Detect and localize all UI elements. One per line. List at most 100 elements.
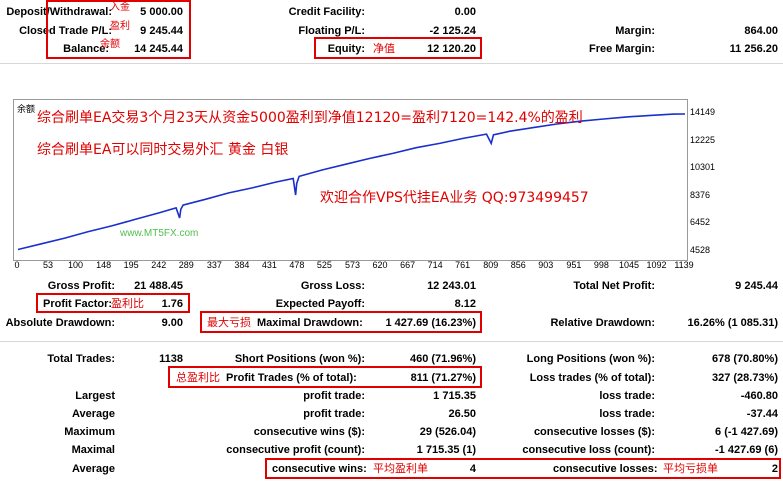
profit-trades-note: 总盈利比: [176, 371, 220, 384]
x-tick-label: 478: [289, 260, 305, 270]
maximal-consec-loss-label: consecutive loss (count):: [522, 444, 655, 456]
equity-label: Equity:: [327, 43, 365, 55]
x-tick-label: 998: [593, 260, 609, 270]
x-tick-label: 337: [206, 260, 222, 270]
avg-loss-value: -37.44: [746, 408, 778, 420]
max-consec-wins-value: 29 (526.04): [419, 426, 476, 438]
avg-consec-wins-note: 平均盈利单: [373, 462, 428, 475]
closed-pl-label: Closed Trade P/L:: [19, 25, 112, 37]
largest-loss-value: -460.80: [740, 390, 778, 402]
max-drawdown-note: 最大亏损: [207, 316, 251, 329]
overlay-text-3: 欢迎合作VPS代挂EA业务 QQ:973499457: [320, 190, 589, 206]
x-tick-label: 667: [400, 260, 416, 270]
avg-profit-label: profit trade:: [303, 408, 365, 420]
y-tick-label: 4528: [690, 245, 711, 255]
largest-profit-value: 1 715.35: [433, 390, 476, 402]
highlight-box-profit-trades: [168, 366, 482, 388]
rel-drawdown-label: Relative Drawdown:: [550, 317, 655, 329]
free-margin-value: 11 256.20: [729, 43, 778, 55]
x-tick-label: 148: [96, 260, 112, 270]
overlay-text-1: 综合刷单EA交易3个月23天从资金5000盈利到净值12120=盈利7120=1…: [37, 110, 583, 126]
floating-value: -2 125.24: [429, 25, 476, 37]
equity-note: 净值: [373, 42, 395, 55]
average-consec-label: Average: [71, 463, 115, 475]
x-tick-label: 761: [455, 260, 471, 270]
x-tick-label: 289: [178, 260, 194, 270]
expected-payoff-value: 8.12: [454, 298, 476, 310]
gross-loss-label: Gross Loss:: [300, 280, 365, 292]
highlight-box-balance: [46, 0, 191, 59]
maximal-label: Maximal: [71, 444, 115, 456]
x-tick-label: 714: [427, 260, 443, 270]
gross-profit-label: Gross Profit:: [47, 280, 115, 292]
chart-corner-label: 余额: [17, 104, 36, 114]
x-tick-label: 856: [510, 260, 526, 270]
max-consec-wins-label: consecutive wins ($):: [253, 426, 365, 438]
profit-factor-value: 1.76: [161, 298, 183, 310]
balance-label: Balance:: [63, 43, 109, 55]
avg-consec-losses-label: consecutive losses:: [553, 463, 658, 475]
short-positions-value: 460 (71.96%): [409, 353, 476, 365]
profit-trades-value: 811 (71.27%): [410, 372, 476, 384]
balance-chart-svg: [17, 113, 686, 251]
x-tick-label: 620: [372, 260, 388, 270]
largest-label: Largest: [75, 390, 115, 402]
x-tick-label: 951: [566, 260, 582, 270]
avg-consec-wins-label: consecutive wins:: [272, 463, 367, 475]
net-profit-value: 9 245.44: [735, 280, 778, 292]
profit-factor-note: 盈利比: [111, 297, 144, 310]
margin-value: 864.00: [744, 25, 778, 37]
x-tick-label: 573: [345, 260, 361, 270]
avg-consec-losses-value: 2: [771, 463, 778, 475]
balance-chart: 余额: [13, 99, 688, 261]
x-tick-label: 53: [43, 260, 54, 270]
x-tick-label: 384: [234, 260, 250, 270]
x-tick-label: 0: [14, 260, 20, 270]
x-tick-label: 242: [151, 260, 167, 270]
expected-payoff-label: Expected Payoff:: [275, 298, 365, 310]
x-tick-label: 431: [261, 260, 277, 270]
max-drawdown-label: Maximal Drawdown:: [257, 317, 363, 329]
total-trades-value: 1138: [159, 353, 183, 365]
free-margin-label: Free Margin:: [588, 43, 655, 55]
x-tick-label: 809: [483, 260, 499, 270]
profit-trades-label: Profit Trades (% of total):: [226, 372, 357, 384]
long-positions-label: Long Positions (won %):: [526, 353, 655, 365]
credit-value: 0.00: [454, 6, 476, 18]
total-trades-label: Total Trades:: [47, 353, 115, 365]
y-tick-label: 6452: [690, 217, 711, 228]
y-tick-label: 8376: [690, 189, 711, 200]
loss-trades-label: Loss trades (% of total):: [529, 372, 655, 384]
highlight-box-max-drawdown: [200, 311, 482, 333]
gross-profit-value: 21 488.45: [134, 280, 183, 292]
maximal-consec-loss-value: -1 427.69 (6): [715, 444, 778, 456]
x-tick-label: 525: [316, 260, 332, 270]
y-tick-label: 14149: [690, 107, 716, 117]
closed-pl-value: 9 245.44: [140, 25, 183, 37]
avg-consec-losses-note: 平均亏损单: [663, 462, 718, 475]
highlight-box-equity: [314, 37, 482, 59]
deposit-note: 入金: [110, 2, 130, 13]
balance-note: 余额: [100, 39, 120, 50]
x-tick-label: 1139: [674, 260, 694, 270]
divider: [0, 341, 783, 342]
overlay-text-2: 综合刷单EA可以同时交易外汇 黄金 白银: [37, 142, 289, 158]
average-label: Average: [71, 408, 115, 420]
x-tick-label: 1092: [646, 260, 667, 270]
abs-drawdown-value: 9.00: [161, 317, 183, 329]
maximal-consec-profit-label: consecutive profit (count):: [226, 444, 365, 456]
net-profit-label: Total Net Profit:: [573, 280, 655, 292]
y-tick-label: 10301: [690, 162, 716, 173]
y-tick-label: 12225: [690, 134, 716, 145]
divider: [0, 63, 783, 64]
max-drawdown-value: 1 427.69 (16.23%): [385, 317, 476, 329]
x-tick-label: 100: [68, 260, 84, 270]
credit-label: Credit Facility:: [288, 6, 365, 18]
deposit-value: 5 000.00: [140, 6, 183, 18]
balance-line: [17, 113, 686, 251]
max-consec-losses-value: 6 (-1 427.69): [715, 426, 778, 438]
loss-trades-value: 327 (28.73%): [711, 372, 778, 384]
long-positions-value: 678 (70.80%): [711, 353, 778, 365]
deposit-label: Deposit/Withdrawal:: [6, 6, 112, 18]
largest-profit-label: profit trade:: [303, 390, 365, 402]
